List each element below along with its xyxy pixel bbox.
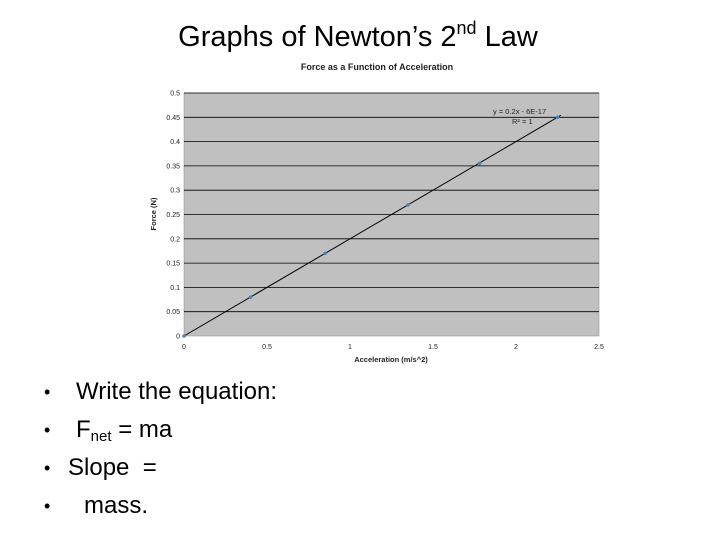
data-point [182,334,186,338]
x-tick-label: 2 [514,344,518,351]
bullet-text: mass. [84,492,149,519]
y-tick-label: 0.1 [170,285,180,292]
x-tick-label: 0 [182,344,186,351]
equation-rest: = ma [111,416,173,443]
bullet-text: Write the equation: [76,378,278,405]
bullet-text: Slope = [68,454,157,481]
data-point [323,251,327,256]
y-tick-label: 0.05 [166,309,180,316]
x-tick-label: 1 [348,344,352,351]
r-squared-label: R² = 1 [512,117,533,126]
y-tick-label: 0 [176,334,180,341]
title-end: Law [476,21,538,53]
bullet-symbol: • [44,458,51,478]
x-tick-label: 2.5 [594,344,604,351]
force-symbol: F [76,416,91,443]
bullet-symbol: • [44,496,51,516]
gridlines [184,92,599,313]
bullet-text: Fnet = ma [76,412,172,455]
y-tick-labels: 0 0.05 0.1 0.15 0.2 0.25 0.3 0.35 0.4 0.45 0.5 [166,91,180,341]
x-tick-label: 0.5 [262,344,272,351]
title-main: Graphs of Newton’s 2 [178,21,457,53]
y-tick-label: 0.35 [166,163,180,170]
x-tick-labels: 0 0.5 1 1.5 2 2.5 [182,344,604,351]
y-tick-label: 0.45 [166,115,180,122]
force-acceleration-chart: Force as a Function of Acceleration 0 0.0… [138,54,608,370]
data-point [555,115,560,120]
y-tick-label: 0.5 [170,91,180,98]
x-tick-label: 1.5 [428,344,438,351]
y-tick-label: 0.15 [166,261,180,268]
data-point [406,202,410,207]
bullet-symbol: • [44,420,51,440]
y-axis-label: Force (N) [149,197,158,230]
trendline-equation: y = 0.2x - 6E-17 [493,107,546,116]
x-axis-label: Acceleration (m/s^2) [354,355,428,364]
y-tick-label: 0.3 [170,188,180,195]
chart-title: Force as a Function of Acceleration [301,62,453,72]
y-tick-label: 0.4 [170,139,180,146]
chart-svg: Force as a Function of Acceleration 0 0.0… [149,62,604,364]
y-tick-label: 0.2 [170,236,180,243]
data-points [182,115,560,338]
title-superscript: nd [456,18,477,38]
force-subscript: net [90,428,112,445]
bullet-symbol: • [44,382,51,402]
data-point [248,295,253,299]
slide-title: Graphs of Newton’s 2nd Law [0,10,716,55]
trendline [183,114,562,337]
y-tick-label: 0.25 [166,212,180,219]
data-point [477,161,482,166]
